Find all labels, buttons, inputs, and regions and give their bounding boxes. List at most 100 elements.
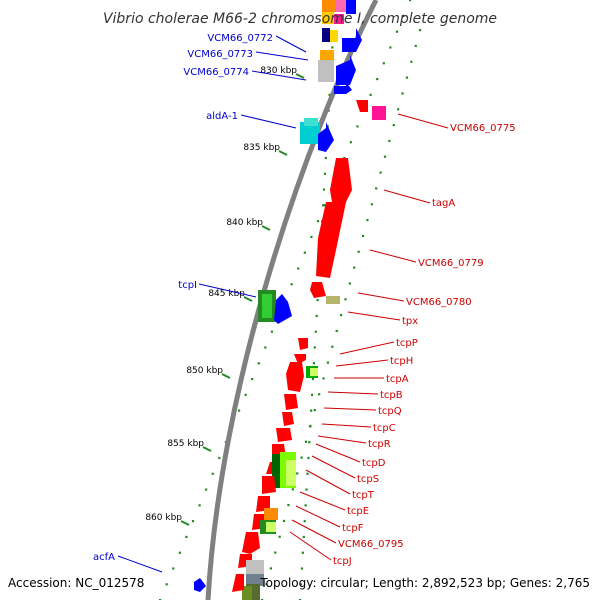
- scale-tick-label: 845 kbp: [208, 289, 245, 299]
- gene-label: tcpT: [352, 490, 375, 501]
- label-leader-line: [251, 70, 307, 81]
- label-leader-line: [357, 292, 405, 302]
- ring-dot: [244, 393, 247, 396]
- ring-dot: [370, 203, 373, 206]
- gene-feature: [298, 338, 308, 350]
- ring-dot: [323, 172, 327, 175]
- ring-dot: [305, 488, 308, 491]
- scale-tick-label: 830 kbp: [260, 66, 297, 76]
- gene-label: tcpC: [373, 423, 396, 434]
- gene-label: tcpA: [386, 374, 409, 385]
- genome-summary-text: Topology: circular; Length: 2,892,523 bp…: [259, 576, 590, 590]
- ring-dots: [159, 0, 422, 600]
- gene-label: tcpI: [178, 280, 197, 291]
- ring-dot: [322, 204, 325, 207]
- gene-label: VCM66_0772: [207, 33, 273, 44]
- ring-dot: [269, 567, 272, 570]
- ring-dot: [297, 267, 300, 270]
- gene-feature: [346, 0, 356, 14]
- gene-feature: [342, 28, 362, 52]
- scale-tick-label: 855 kbp: [167, 439, 204, 449]
- gene-feature: [336, 55, 356, 85]
- gene-label: tcpJ: [333, 556, 352, 567]
- ring-dot: [311, 377, 315, 381]
- label-leader-line: [397, 113, 449, 129]
- gene-feature: [310, 368, 318, 376]
- gene-feature: [334, 14, 344, 24]
- label-leader-line: [317, 435, 367, 444]
- gene-label: VCM66_0780: [406, 297, 472, 308]
- scale-tick: [278, 150, 288, 156]
- ring-dot: [313, 346, 316, 349]
- ring-dot: [382, 62, 385, 65]
- gene-feature: [300, 122, 320, 144]
- page-title: Vibrio cholerae M66-2 chromosome I, comp…: [103, 11, 497, 27]
- gene-feature: [334, 82, 352, 94]
- ring-dot: [343, 156, 346, 160]
- ring-dot: [419, 29, 422, 32]
- ring-dot: [308, 441, 311, 444]
- label-leader-line: [305, 469, 351, 495]
- ring-dot: [353, 266, 356, 269]
- ring-dot: [290, 283, 293, 286]
- label-leader-line: [327, 391, 379, 395]
- accession-text: Accession: NC_012578: [8, 576, 144, 590]
- ring-dot: [409, 0, 412, 2]
- ring-dot: [282, 519, 286, 523]
- gene-label: tcpH: [390, 356, 413, 367]
- ring-dot: [357, 250, 360, 253]
- gene-label: aldA-1: [206, 111, 238, 122]
- ring-dot: [310, 393, 314, 396]
- gene-feature: [294, 354, 306, 364]
- label-leader-line: [117, 555, 163, 573]
- ring-dot: [331, 46, 334, 49]
- label-leader-line: [335, 359, 389, 367]
- ring-dot: [389, 46, 392, 49]
- gene-feature: [262, 476, 276, 494]
- ring-dot: [198, 504, 201, 507]
- ring-dot: [313, 409, 316, 412]
- gene-feature: [330, 158, 352, 202]
- ring-dot: [306, 472, 309, 475]
- label-leader-line: [369, 249, 417, 263]
- scale-tick: [243, 296, 253, 302]
- ring-dot: [264, 346, 267, 349]
- label-leader-line: [240, 114, 297, 129]
- scale-tick: [180, 520, 190, 526]
- label-leader-line: [311, 455, 356, 479]
- ring-dot: [302, 535, 305, 539]
- ring-dot: [395, 30, 399, 33]
- ring-dot: [327, 109, 330, 112]
- ring-dot: [303, 251, 306, 254]
- gene-label: VCM66_0773: [187, 49, 253, 60]
- ring-dot: [340, 314, 343, 317]
- gene-label: VCM66_0795: [338, 539, 404, 550]
- ring-dot: [278, 535, 281, 538]
- ring-dot: [397, 108, 400, 111]
- label-leader-line: [339, 341, 395, 355]
- scale-tick-label: 850 kbp: [186, 366, 223, 376]
- gene-feature: [322, 0, 336, 12]
- gene-feature: [336, 0, 346, 12]
- ring-dot: [299, 583, 303, 586]
- ring-dot: [185, 535, 188, 539]
- ring-dot: [335, 329, 338, 333]
- ring-dot: [165, 583, 168, 586]
- ring-dot: [307, 456, 310, 460]
- ring-dot: [312, 362, 316, 365]
- ring-dot: [211, 472, 214, 475]
- gene-feature: [274, 294, 292, 324]
- ring-dot: [205, 488, 208, 491]
- gene-feature: [372, 106, 386, 120]
- ring-dot: [318, 393, 321, 396]
- gene-label: tcpF: [342, 523, 364, 534]
- gene-label: tcpD: [362, 458, 386, 469]
- scale-tick-label: 840 kbp: [226, 218, 263, 228]
- ring-dot: [344, 298, 347, 301]
- ring-dot: [310, 235, 313, 239]
- gene-label: tcpS: [357, 474, 379, 485]
- scale-ticks: 830 kbp 835 kbp 840 kbp 845 kbp 850 kbp 855 k…: [145, 66, 305, 526]
- gene-feature: [320, 50, 334, 60]
- gene-feature: [264, 508, 278, 520]
- label-leader-line: [323, 407, 377, 411]
